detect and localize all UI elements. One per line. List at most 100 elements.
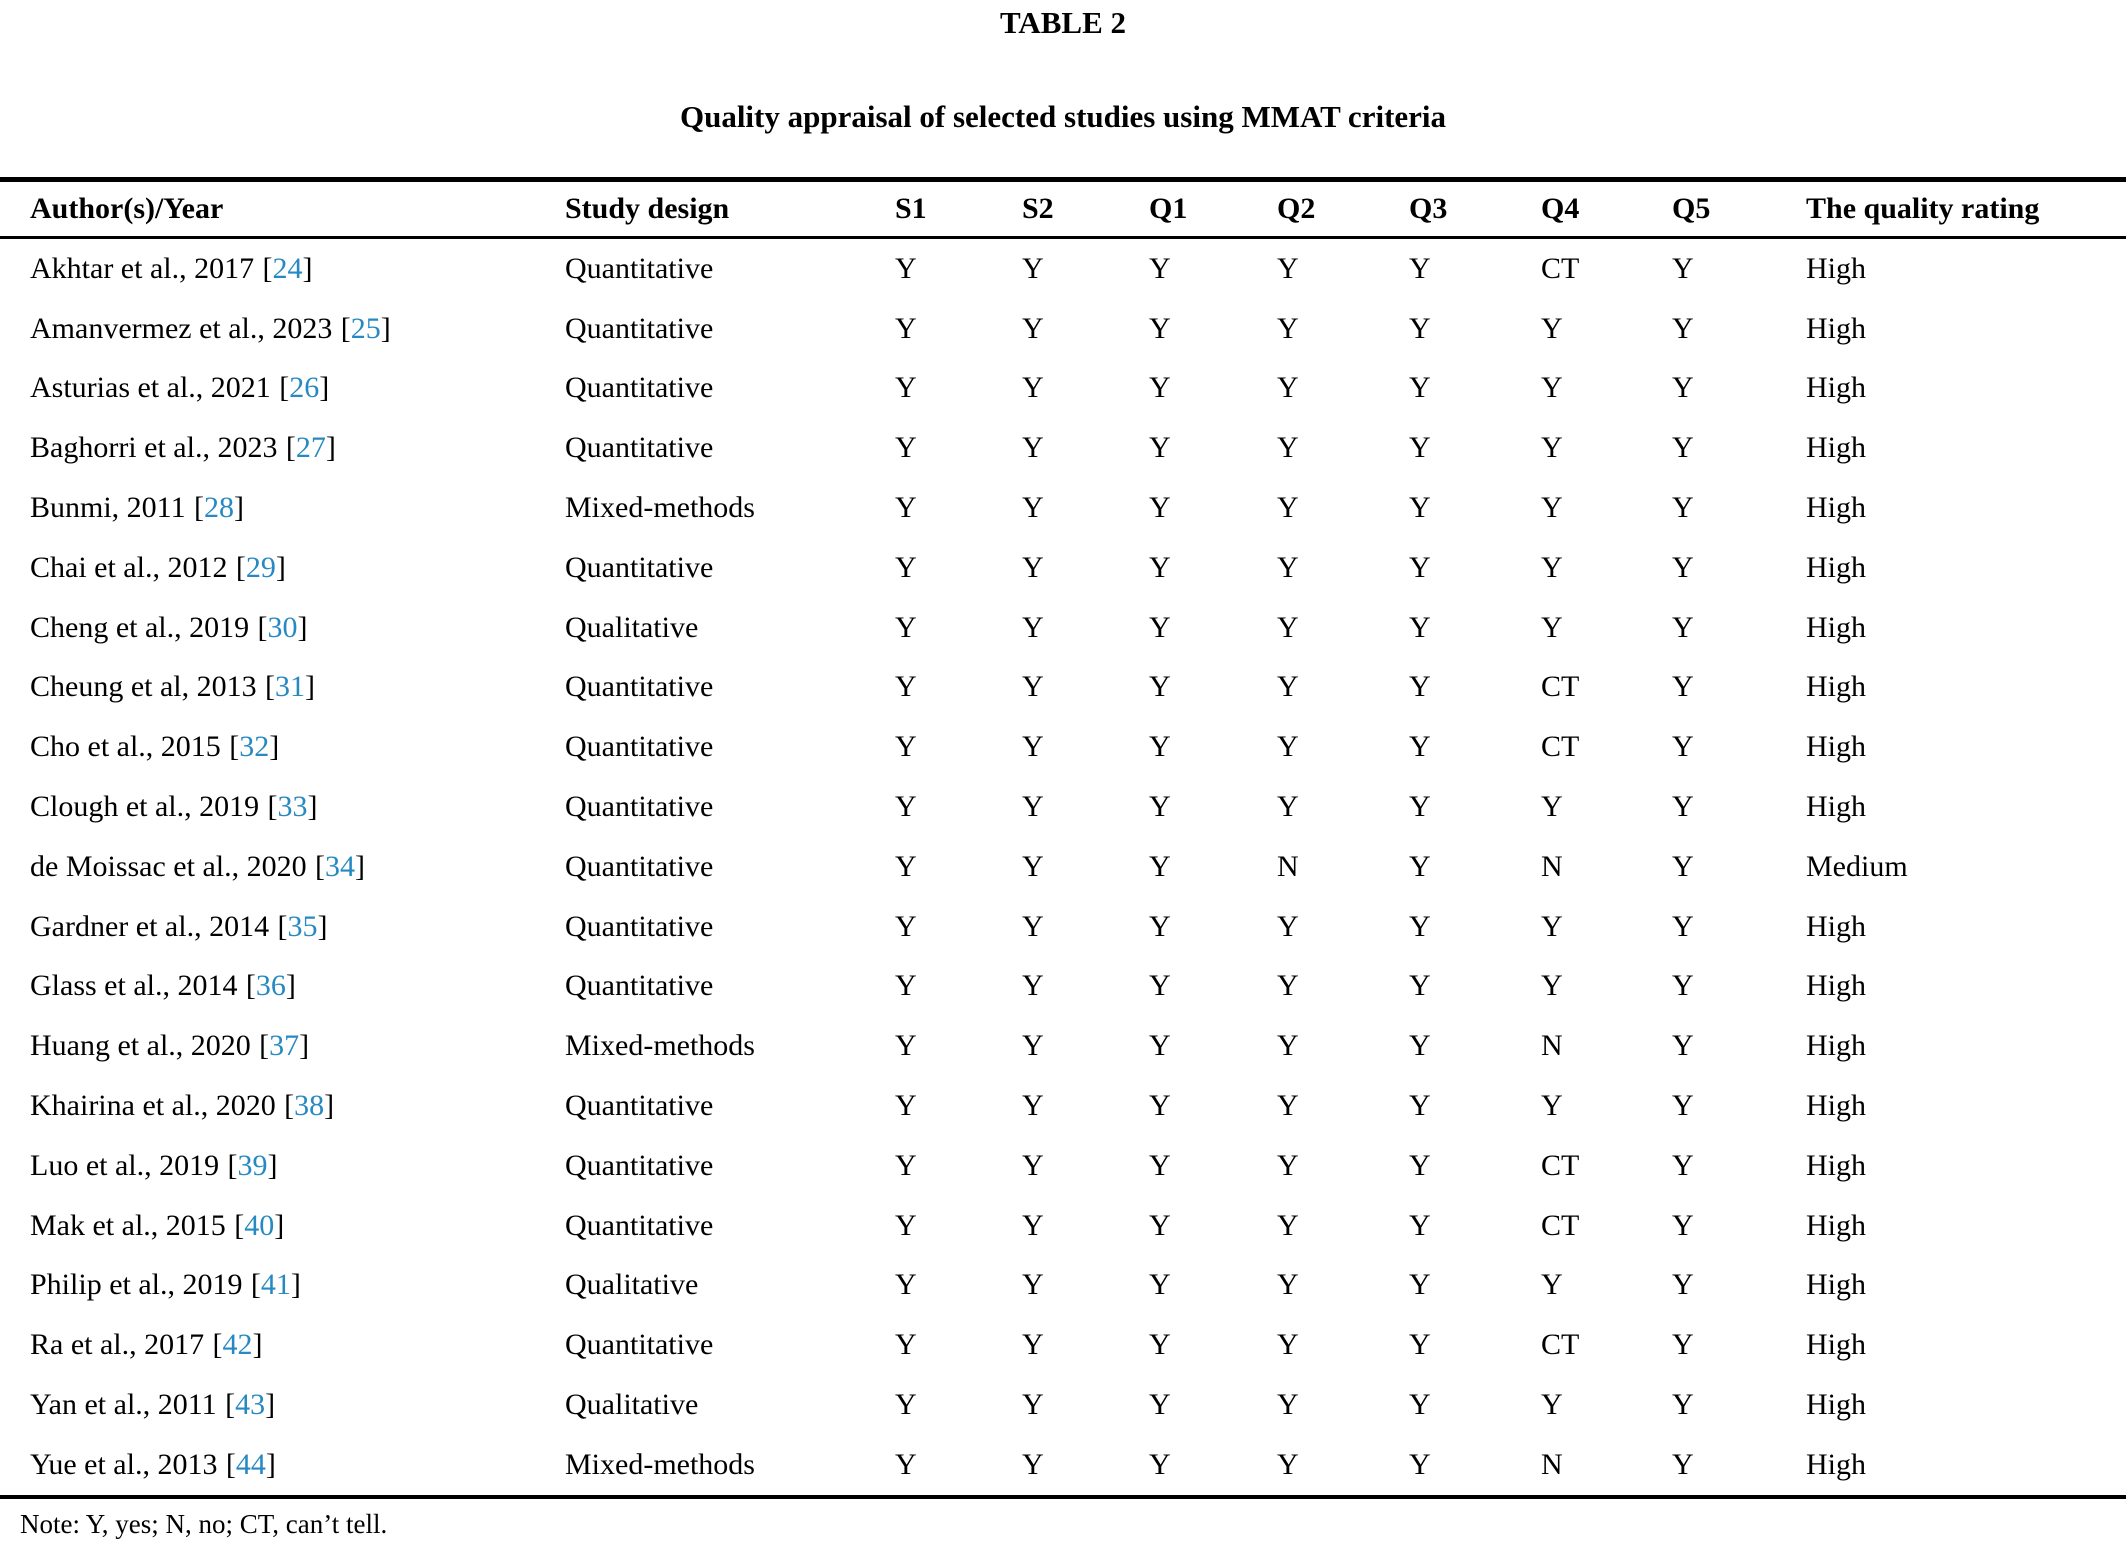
citation-link[interactable]: 31 — [275, 670, 306, 704]
appraisal-cell-q5: Y — [1672, 1268, 1694, 1302]
citation: [41] — [251, 1268, 301, 1301]
table-row: Baghorri et al., 2023 [27] Quantitative Y… — [0, 418, 2126, 478]
citation-link[interactable]: 36 — [255, 969, 286, 1003]
appraisal-cell-q1: Y — [1149, 491, 1171, 525]
appraisal-cell-s1: Y — [895, 371, 917, 405]
rating-cell: High — [1806, 670, 1866, 704]
appraisal-cell-q3: Y — [1409, 251, 1431, 285]
rating-cell: High — [1806, 371, 1866, 405]
citation-bracket-open: [ — [234, 1208, 245, 1242]
appraisal-cell-q1: Y — [1149, 431, 1171, 465]
appraisal-cell-q1: Y — [1149, 311, 1171, 345]
citation-link[interactable]: 35 — [287, 909, 318, 943]
table-row: de Moissac et al., 2020 [34] Quantitative… — [0, 837, 2126, 897]
appraisal-cell-s2: Y — [1022, 1268, 1044, 1302]
citation-bracket-close: ] — [299, 1029, 310, 1063]
rating-cell: High — [1806, 251, 1866, 285]
appraisal-cell-q5: Y — [1672, 730, 1694, 764]
author-year-text: Asturias et al., 2021 — [30, 371, 271, 405]
author-year-text: Baghorri et al., 2023 — [30, 431, 278, 465]
citation-link[interactable]: 42 — [222, 1328, 253, 1362]
appraisal-cell-q4: CT — [1541, 670, 1580, 704]
citation-link[interactable]: 24 — [272, 251, 303, 285]
rating-cell: High — [1806, 1268, 1866, 1302]
appraisal-cell-q4: Y — [1541, 491, 1563, 525]
citation-link[interactable]: 37 — [269, 1029, 300, 1063]
citation-bracket-close: ] — [319, 371, 330, 405]
citation-bracket-close: ] — [274, 1208, 285, 1242]
citation-link[interactable]: 30 — [267, 610, 298, 644]
table-row: Cheng et al., 2019 [30] Qualitative Y Y Y… — [0, 598, 2126, 658]
citation-link[interactable]: 43 — [235, 1388, 266, 1422]
citation-bracket-open: [ — [277, 909, 288, 943]
appraisal-cell-q5: Y — [1672, 1388, 1694, 1422]
author-year-text: Huang et al., 2020 — [30, 1029, 251, 1063]
appraisal-cell-q5: Y — [1672, 909, 1694, 943]
citation-link[interactable]: 44 — [235, 1447, 266, 1481]
appraisal-cell-s1: Y — [895, 431, 917, 465]
appraisal-cell-q2: Y — [1277, 1328, 1299, 1362]
citation-bracket-close: ] — [285, 969, 296, 1003]
author-cell: Glass et al., 2014 [36] — [0, 957, 565, 1017]
appraisal-cell-q4: Y — [1541, 909, 1563, 943]
citation-link[interactable]: 27 — [295, 431, 326, 465]
citation-link[interactable]: 33 — [277, 790, 308, 824]
appraisal-cell-s2: Y — [1022, 550, 1044, 584]
appraisal-cell-q1: Y — [1149, 1328, 1171, 1362]
design-cell: Qualitative — [565, 1388, 699, 1422]
appraisal-cell-q3: Y — [1409, 670, 1431, 704]
appraisal-cell-q2: Y — [1277, 550, 1299, 584]
table-body: Akhtar et al., 2017 [24] Quantitative Y Y… — [0, 238, 2126, 1497]
citation-link[interactable]: 25 — [350, 311, 381, 345]
appraisal-cell-s2: Y — [1022, 1328, 1044, 1362]
appraisal-cell-q2: Y — [1277, 431, 1299, 465]
citation: [32] — [229, 730, 279, 763]
citation-link[interactable]: 29 — [245, 550, 276, 584]
table-header-row: Author(s)/Year Study design S1 S2 Q1 Q2 … — [0, 180, 2126, 238]
author-cell: Khairina et al., 2020 [38] — [0, 1076, 565, 1136]
citation-link[interactable]: 34 — [325, 849, 355, 883]
rating-cell: High — [1806, 1328, 1866, 1362]
citation: [35] — [277, 910, 327, 943]
appraisal-cell-s2: Y — [1022, 491, 1044, 525]
appraisal-cell-q5: Y — [1672, 849, 1694, 883]
appraisal-cell-s1: Y — [895, 491, 917, 525]
citation: [29] — [236, 551, 286, 584]
appraisal-cell-q1: Y — [1149, 1148, 1171, 1182]
appraisal-cell-q2: Y — [1277, 491, 1299, 525]
col-header-q3: Q3 — [1409, 192, 1448, 225]
citation-bracket-close: ] — [307, 790, 318, 824]
citation-bracket-close: ] — [325, 431, 336, 465]
citation-link[interactable]: 32 — [239, 730, 270, 764]
appraisal-cell-s1: Y — [895, 730, 917, 764]
citation-link[interactable]: 28 — [203, 491, 234, 525]
appraisal-cell-q4: CT — [1541, 251, 1580, 285]
appraisal-cell-q5: Y — [1672, 311, 1694, 345]
author-year-text: Khairina et al., 2020 — [30, 1089, 276, 1123]
design-cell: Quantitative — [565, 1148, 714, 1182]
citation-link[interactable]: 41 — [260, 1268, 291, 1302]
appraisal-cell-s2: Y — [1022, 1089, 1044, 1123]
appraisal-cell-q5: Y — [1672, 1089, 1694, 1123]
col-header-q2: Q2 — [1277, 192, 1316, 225]
appraisal-cell-q1: Y — [1149, 550, 1171, 584]
appraisal-cell-q4: Y — [1541, 610, 1563, 644]
author-cell: Gardner et al., 2014 [35] — [0, 897, 565, 957]
author-year-text: Cheung et al, 2013 — [30, 670, 257, 704]
table-row: Luo et al., 2019 [39] Quantitative Y Y Y … — [0, 1136, 2126, 1196]
design-cell: Quantitative — [565, 1208, 714, 1242]
citation: [43] — [225, 1388, 275, 1421]
citation-link[interactable]: 40 — [244, 1208, 275, 1242]
appraisal-cell-q2: N — [1277, 849, 1299, 883]
table-row: Huang et al., 2020 [37] Mixed-methods Y Y… — [0, 1016, 2126, 1076]
citation-bracket-close: ] — [302, 251, 313, 285]
appraisal-cell-q1: Y — [1149, 1089, 1171, 1123]
rating-cell: High — [1806, 909, 1866, 943]
citation-link[interactable]: 38 — [294, 1089, 325, 1123]
citation-link[interactable]: 26 — [289, 371, 320, 405]
author-year-text: Gardner et al., 2014 — [30, 909, 270, 943]
appraisal-cell-q2: Y — [1277, 670, 1299, 704]
appraisal-cell-q4: Y — [1541, 1089, 1563, 1123]
citation-link[interactable]: 39 — [237, 1148, 268, 1182]
citation-bracket-close: ] — [297, 610, 308, 644]
